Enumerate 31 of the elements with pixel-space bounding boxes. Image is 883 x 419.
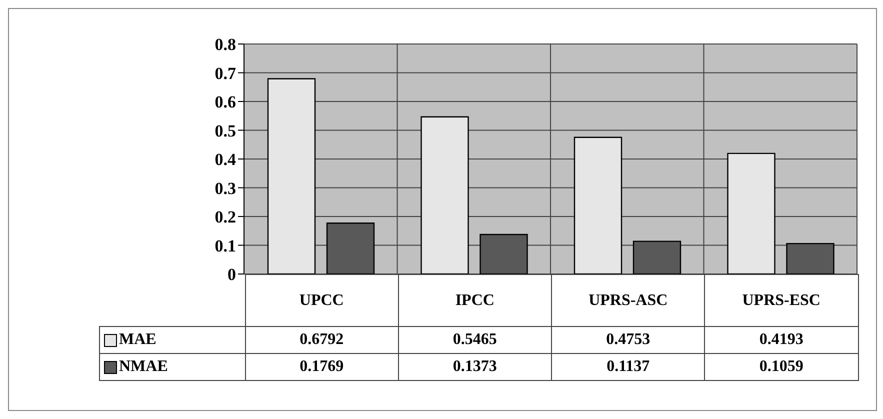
x-tick-label: IPCC (398, 274, 552, 326)
legend-label: MAE (100, 326, 245, 354)
data-label: 0.1373 (398, 354, 552, 380)
data-label: 0.1059 (704, 354, 858, 380)
y-tick-label: 0.6 (214, 92, 236, 112)
x-tick-label: UPCC (245, 274, 398, 326)
data-label: 0.1769 (245, 354, 398, 380)
bar (574, 136, 622, 274)
y-tick-label: 0.3 (214, 178, 236, 198)
x-tick-label: UPRS-ESC (704, 274, 858, 326)
bar (267, 78, 316, 274)
x-tick-label: UPRS-ASC (552, 274, 705, 326)
legend-label: NMAE (100, 354, 245, 380)
bar (420, 116, 469, 274)
bar (786, 242, 834, 274)
data-label: 0.6792 (245, 326, 398, 354)
y-tick-label: 0 (228, 265, 236, 284)
bar (326, 222, 375, 274)
y-tick-label: 0.4 (214, 150, 236, 170)
y-tick-label: 0.1 (214, 236, 236, 256)
bar (632, 240, 682, 274)
y-tick-label: 0.5 (214, 121, 236, 140)
data-label: 0.1137 (552, 354, 705, 380)
y-tick-label: 0.2 (214, 208, 236, 227)
bar (727, 152, 776, 274)
y-tick-label: 0.7 (214, 64, 236, 83)
data-label: 0.4753 (552, 326, 705, 354)
y-tick-label: 0.8 (214, 35, 236, 54)
data-label: 0.4193 (704, 326, 858, 354)
data-label: 0.5465 (398, 326, 552, 354)
bar (480, 234, 528, 274)
